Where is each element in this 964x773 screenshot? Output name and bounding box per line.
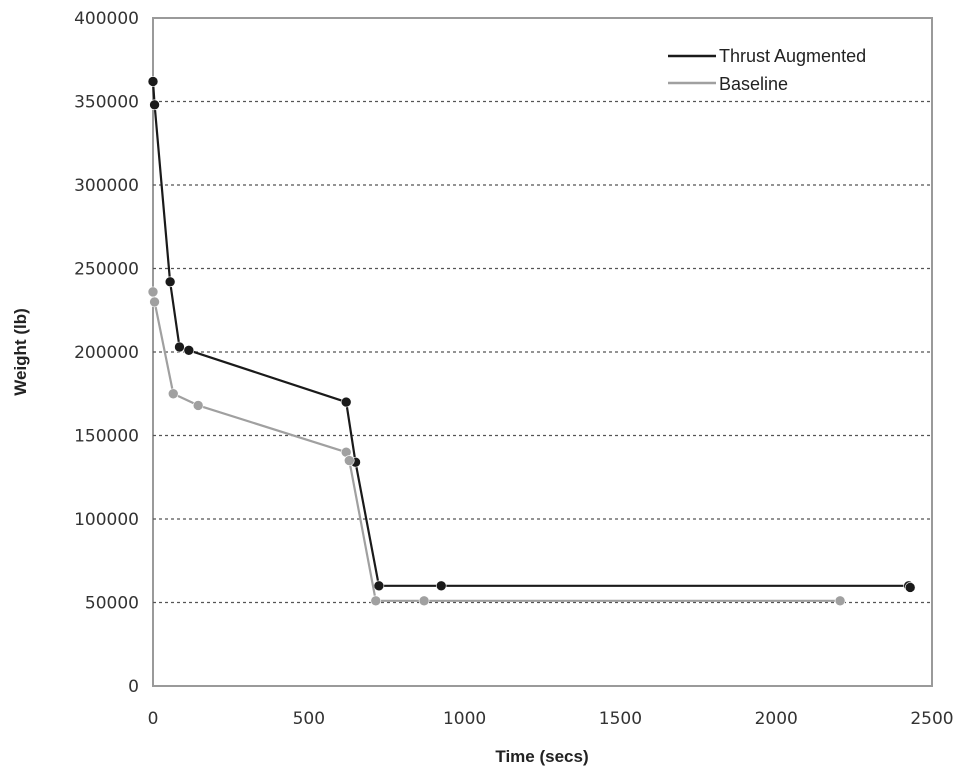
y-tick-label: 200000 — [74, 343, 139, 363]
data-point-baseline — [344, 455, 355, 466]
y-tick-label: 350000 — [74, 93, 139, 113]
legend-label-baseline: Baseline — [719, 74, 788, 94]
y-tick-label: 100000 — [74, 510, 139, 530]
data-point-baseline — [370, 595, 382, 607]
y-tick-label: 300000 — [74, 176, 139, 196]
data-point-thrust-augmented — [904, 582, 916, 593]
x-axis-title: Time (secs) — [495, 747, 588, 766]
data-point-baseline — [192, 400, 204, 411]
x-tick-label: 2000 — [755, 709, 798, 729]
legend: Thrust Augmented Baseline — [668, 46, 866, 94]
y-axis-title: Weight (lb) — [11, 308, 30, 396]
data-point-thrust-augmented — [174, 341, 185, 353]
grid-lines — [153, 100, 932, 604]
data-point-thrust-augmented — [149, 99, 160, 111]
data-point-baseline — [167, 388, 179, 400]
data-point-baseline — [147, 286, 159, 298]
data-point-thrust-augmented — [147, 76, 159, 87]
y-tick-label: 50000 — [85, 594, 139, 614]
y-tick-label: 400000 — [74, 9, 139, 29]
x-tick-label: 0 — [148, 709, 159, 729]
data-point-thrust-augmented — [435, 580, 447, 592]
x-tick-label: 2500 — [910, 709, 953, 729]
x-tick-label: 1500 — [599, 709, 642, 729]
y-tick-label: 150000 — [74, 427, 139, 447]
legend-label-thrust-augmented: Thrust Augmented — [719, 46, 866, 66]
y-tick-label: 0 — [128, 677, 139, 697]
data-point-baseline — [149, 296, 160, 308]
data-point-thrust-augmented — [373, 580, 385, 592]
data-point-baseline — [418, 595, 430, 607]
data-point-thrust-augmented — [164, 276, 176, 288]
y-axis-ticks: 0 50000 100000 150000 200000 250000 300000 3500… — [74, 9, 139, 697]
data-point-thrust-augmented — [340, 396, 352, 408]
x-tick-label: 500 — [293, 709, 325, 729]
y-tick-label: 250000 — [74, 260, 139, 280]
data-point-thrust-augmented — [183, 345, 195, 356]
data-point-baseline — [834, 595, 846, 607]
x-tick-label: 1000 — [443, 709, 486, 729]
series-group — [147, 76, 916, 607]
x-axis-ticks: 0 500 1000 1500 2000 2500 — [148, 709, 954, 729]
